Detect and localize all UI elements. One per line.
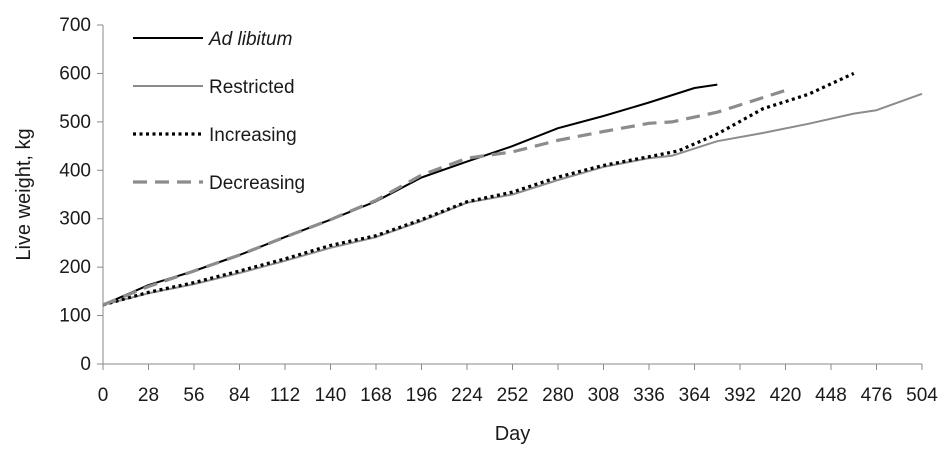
- y-tick-labels: 0 100 200 300 400 500 600 700: [59, 15, 103, 375]
- x-tick-label: 84: [229, 385, 251, 406]
- y-tick-label: 500: [59, 112, 91, 133]
- x-tick-label: 252: [497, 385, 529, 406]
- y-tick-label: 300: [59, 209, 91, 230]
- legend: Ad libitum Restricted Increasing Decreasing: [133, 29, 305, 194]
- series-line-increasing: [102, 71, 855, 307]
- series-line-restricted: [102, 92, 923, 306]
- y-axis-title: Live weight, kg: [13, 128, 35, 260]
- x-tick-label: 308: [588, 385, 620, 406]
- y-tick-label: 100: [59, 306, 91, 327]
- series-line-decreasing: [102, 88, 786, 307]
- series-lines: [102, 71, 923, 307]
- x-tick-label: 280: [542, 385, 574, 406]
- y-tick-label: 400: [59, 160, 91, 181]
- x-tick-labels: 0 28 56 84 112 140 168 196 224 252 280 308 336 364 392…: [98, 364, 938, 406]
- y-tick-label: 700: [59, 15, 91, 36]
- x-tick-label: 364: [679, 385, 711, 406]
- x-tick-label: 0: [98, 385, 109, 406]
- x-tick-label: 224: [451, 385, 483, 406]
- legend-label: Decreasing: [209, 173, 305, 194]
- legend-label: Ad libitum: [208, 29, 292, 50]
- legend-label: Increasing: [209, 125, 297, 146]
- x-tick-label: 336: [633, 385, 665, 406]
- x-tick-label: 28: [138, 385, 159, 406]
- x-axis-title: Day: [495, 423, 531, 445]
- y-tick-label: 0: [80, 354, 91, 375]
- x-tick-label: 56: [183, 385, 204, 406]
- x-tick-label: 112: [270, 385, 300, 406]
- x-tick-label: 420: [770, 385, 802, 406]
- x-tick-label: 392: [724, 385, 756, 406]
- x-tick-label: 196: [406, 385, 438, 406]
- x-tick-label: 168: [360, 385, 392, 406]
- y-tick-label: 200: [59, 257, 91, 278]
- x-tick-label: 140: [315, 385, 347, 406]
- x-tick-label: 504: [906, 385, 938, 406]
- x-tick-label: 448: [815, 385, 847, 406]
- y-tick-label: 600: [59, 63, 91, 84]
- legend-label: Restricted: [209, 77, 295, 98]
- x-tick-label: 476: [861, 385, 893, 406]
